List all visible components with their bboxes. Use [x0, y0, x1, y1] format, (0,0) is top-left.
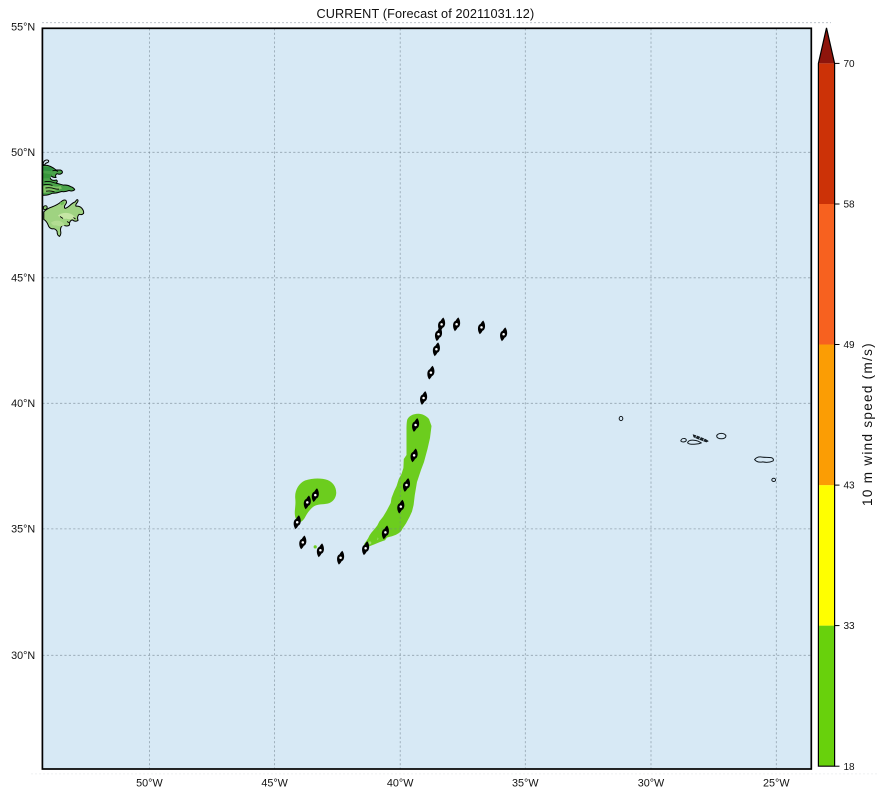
svg-text:25°W: 25°W: [763, 777, 790, 789]
svg-text:30°N: 30°N: [11, 650, 35, 662]
svg-text:45°W: 45°W: [261, 777, 288, 789]
svg-text:49: 49: [844, 340, 856, 351]
svg-text:45°N: 45°N: [11, 272, 35, 284]
svg-text:58: 58: [844, 200, 856, 211]
svg-text:18: 18: [844, 762, 856, 773]
svg-text:70: 70: [844, 59, 856, 70]
svg-text:35°W: 35°W: [512, 777, 539, 789]
svg-text:50°W: 50°W: [136, 777, 163, 789]
svg-text:55°N: 55°N: [11, 22, 35, 34]
svg-text:CURRENT (Forecast of 20211031.: CURRENT (Forecast of 20211031.12): [316, 7, 534, 21]
svg-text:40°N: 40°N: [11, 398, 35, 410]
svg-text:40°W: 40°W: [387, 777, 414, 789]
svg-text:30°W: 30°W: [638, 777, 665, 789]
svg-text:35°N: 35°N: [11, 524, 35, 536]
svg-text:33: 33: [844, 621, 856, 632]
svg-text:50°N: 50°N: [11, 147, 35, 159]
svg-text:43: 43: [844, 481, 856, 492]
svg-text:10 m wind speed (m/s): 10 m wind speed (m/s): [860, 342, 875, 506]
